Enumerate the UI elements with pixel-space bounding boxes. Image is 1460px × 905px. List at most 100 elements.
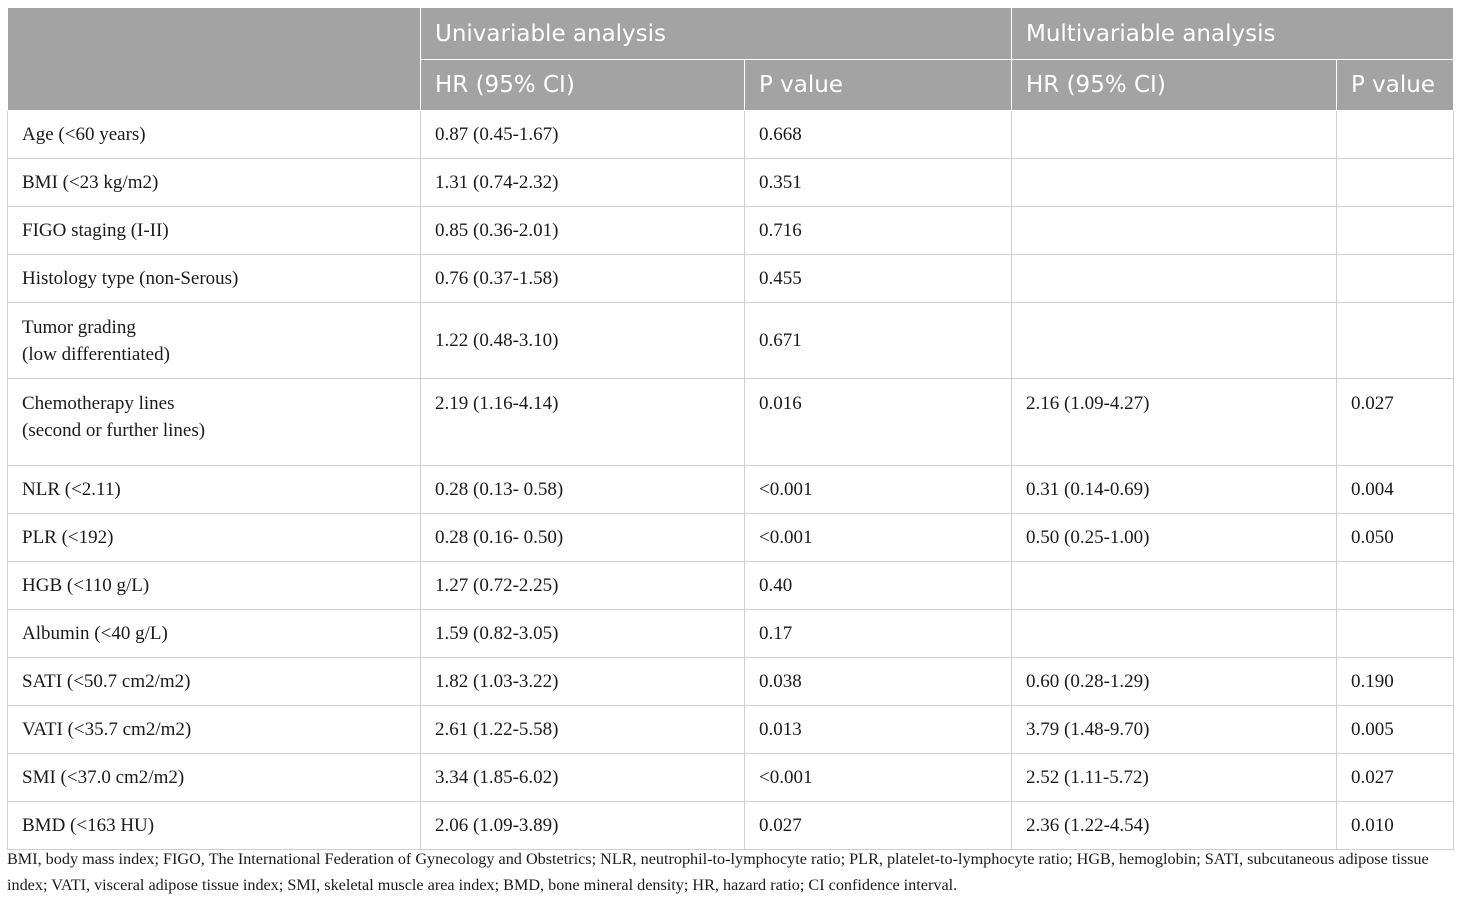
uni-hr-cell: 2.06 (1.09-3.89)	[420, 801, 745, 850]
multi-p-cell	[1335, 206, 1455, 255]
variable-label: PLR (<192)	[22, 527, 114, 548]
variable-label: Chemotherapy lines	[22, 393, 175, 414]
table-row: VATI (<35.7 cm2/m2) 2.61 (1.22-5.58) 0.013…	[7, 705, 1455, 754]
variable-cell: HGB (<110 g/L)	[7, 561, 421, 610]
variable-cell: Tumor grading (low differentiated)	[7, 302, 421, 379]
uni-p-cell: 0.016	[744, 378, 1012, 466]
uni-hr-cell: 3.34 (1.85-6.02)	[420, 753, 745, 802]
variable-sublabel: (low differentiated)	[22, 343, 170, 365]
uni-hr-cell: 1.22 (0.48-3.10)	[420, 302, 745, 379]
uni-p-cell: 0.17	[744, 609, 1012, 658]
uni-hr-cell: 0.28 (0.13- 0.58)	[420, 465, 745, 514]
hazard-ratio-table-container: Univariable analysis Multivariable analy…	[7, 7, 1455, 850]
variable-cell: SATI (<50.7 cm2/m2)	[7, 657, 421, 706]
table-row: PLR (<192) 0.28 (0.16- 0.50) <0.001 0.50 (0…	[7, 513, 1455, 562]
variable-cell: NLR (<2.11)	[7, 465, 421, 514]
uni-hr-cell: 0.87 (0.45-1.67)	[420, 110, 745, 159]
multi-p-cell: 0.005	[1335, 705, 1455, 754]
table-row: Histology type (non-Serous) 0.76 (0.37-1.…	[7, 254, 1455, 303]
variable-cell: PLR (<192)	[7, 513, 421, 562]
table-row: BMD (<163 HU) 2.06 (1.09-3.89) 0.027 2.36 (…	[7, 801, 1455, 850]
multi-p-cell: 0.010	[1335, 801, 1455, 850]
multi-hr-cell: 0.31 (0.14-0.69)	[1011, 465, 1337, 514]
multi-p-cell	[1335, 302, 1455, 379]
variable-label: HGB (<110 g/L)	[22, 575, 150, 596]
multi-hr-cell	[1011, 158, 1337, 207]
variable-label: BMD (<163 HU)	[22, 815, 155, 836]
variable-label: NLR (<2.11)	[22, 479, 121, 500]
header-multi-hr: HR (95% CI)	[1011, 59, 1337, 111]
multi-p-cell: 0.050	[1335, 513, 1455, 562]
table-row: FIGO staging (I-II) 0.85 (0.36-2.01) 0.716	[7, 206, 1455, 255]
uni-hr-cell: 1.27 (0.72-2.25)	[420, 561, 745, 610]
header-group-row: Univariable analysis Multivariable analy…	[7, 7, 1455, 111]
uni-hr-cell: 2.61 (1.22-5.58)	[420, 705, 745, 754]
header-uni-hr: HR (95% CI)	[420, 59, 745, 111]
multi-p-cell	[1335, 561, 1455, 610]
table-row: Chemotherapy lines (second or further lin…	[7, 378, 1455, 466]
variable-label: Albumin (<40 g/L)	[22, 623, 168, 644]
header-univariable: Univariable analysis	[420, 7, 1012, 60]
multi-hr-cell: 2.36 (1.22-4.54)	[1011, 801, 1337, 850]
multi-p-cell	[1335, 609, 1455, 658]
hazard-ratio-table: Univariable analysis Multivariable analy…	[7, 7, 1455, 850]
variable-label: VATI (<35.7 cm2/m2)	[22, 719, 192, 740]
multi-hr-cell: 0.60 (0.28-1.29)	[1011, 657, 1337, 706]
multi-p-cell: 0.027	[1335, 378, 1455, 466]
variable-cell: VATI (<35.7 cm2/m2)	[7, 705, 421, 754]
multi-hr-cell	[1011, 302, 1337, 379]
multi-hr-cell	[1011, 561, 1337, 610]
table-footnote: BMI, body mass index; FIGO, The Internat…	[7, 850, 1429, 894]
table-body: Age (<60 years) 0.87 (0.45-1.67) 0.668 BMI …	[7, 110, 1455, 850]
variable-label: BMI (<23 kg/m2)	[22, 172, 159, 193]
table-row: NLR (<2.11) 0.28 (0.13- 0.58) <0.001 0.31 (…	[7, 465, 1455, 514]
uni-p-cell: 0.716	[744, 206, 1012, 255]
table-row: SMI (<37.0 cm2/m2) 3.34 (1.85-6.02) <0.001…	[7, 753, 1455, 802]
table-row: HGB (<110 g/L) 1.27 (0.72-2.25) 0.40	[7, 561, 1455, 610]
variable-cell: FIGO staging (I-II)	[7, 206, 421, 255]
uni-p-cell: <0.001	[744, 513, 1012, 562]
uni-hr-cell: 1.82 (1.03-3.22)	[420, 657, 745, 706]
variable-cell: BMD (<163 HU)	[7, 801, 421, 850]
uni-p-cell: 0.027	[744, 801, 1012, 850]
variable-label: Age (<60 years)	[22, 124, 146, 145]
variable-cell: BMI (<23 kg/m2)	[7, 158, 421, 207]
variable-cell: Age (<60 years)	[7, 110, 421, 159]
header-uni-p: P value	[744, 59, 1012, 111]
uni-hr-cell: 0.28 (0.16- 0.50)	[420, 513, 745, 562]
uni-p-cell: 0.455	[744, 254, 1012, 303]
variable-cell: SMI (<37.0 cm2/m2)	[7, 753, 421, 802]
multi-hr-cell: 2.16 (1.09-4.27)	[1011, 378, 1337, 466]
multi-p-cell: 0.190	[1335, 657, 1455, 706]
variable-label: SMI (<37.0 cm2/m2)	[22, 767, 185, 788]
uni-p-cell: 0.671	[744, 302, 1012, 379]
variable-label: FIGO staging (I-II)	[22, 220, 169, 241]
variable-sublabel: (second or further lines)	[22, 420, 206, 441]
variable-label: Tumor grading	[22, 316, 136, 338]
uni-p-cell: <0.001	[744, 753, 1012, 802]
header-multivariable: Multivariable analysis	[1010, 7, 1455, 60]
table-row: Albumin (<40 g/L) 1.59 (0.82-3.05) 0.17	[7, 609, 1455, 658]
multi-hr-cell	[1011, 609, 1337, 658]
uni-hr-cell: 0.76 (0.37-1.58)	[420, 254, 745, 303]
multi-hr-cell: 0.50 (0.25-1.00)	[1011, 513, 1337, 562]
multi-p-cell: 0.027	[1335, 753, 1455, 802]
uni-p-cell: 0.038	[744, 657, 1012, 706]
uni-hr-cell: 0.85 (0.36-2.01)	[420, 206, 745, 255]
variable-cell: Albumin (<40 g/L)	[7, 609, 421, 658]
multi-hr-cell: 2.52 (1.11-5.72)	[1011, 753, 1337, 802]
multi-p-cell: 0.004	[1335, 465, 1455, 514]
multi-hr-cell	[1011, 254, 1337, 303]
multi-p-cell	[1335, 254, 1455, 303]
multi-hr-cell	[1011, 206, 1337, 255]
uni-p-cell: 0.351	[744, 158, 1012, 207]
variable-label: Histology type (non-Serous)	[22, 268, 239, 289]
multi-hr-cell	[1011, 110, 1337, 159]
multi-p-cell	[1335, 110, 1455, 159]
table-row: Tumor grading (low differentiated) 1.22 (0…	[7, 302, 1455, 379]
uni-p-cell: 0.668	[744, 110, 1012, 159]
uni-hr-cell: 2.19 (1.16-4.14)	[420, 378, 745, 466]
uni-hr-cell: 1.31 (0.74-2.32)	[420, 158, 745, 207]
variable-label: SATI (<50.7 cm2/m2)	[22, 671, 191, 692]
header-multi-p: P value	[1335, 59, 1455, 111]
